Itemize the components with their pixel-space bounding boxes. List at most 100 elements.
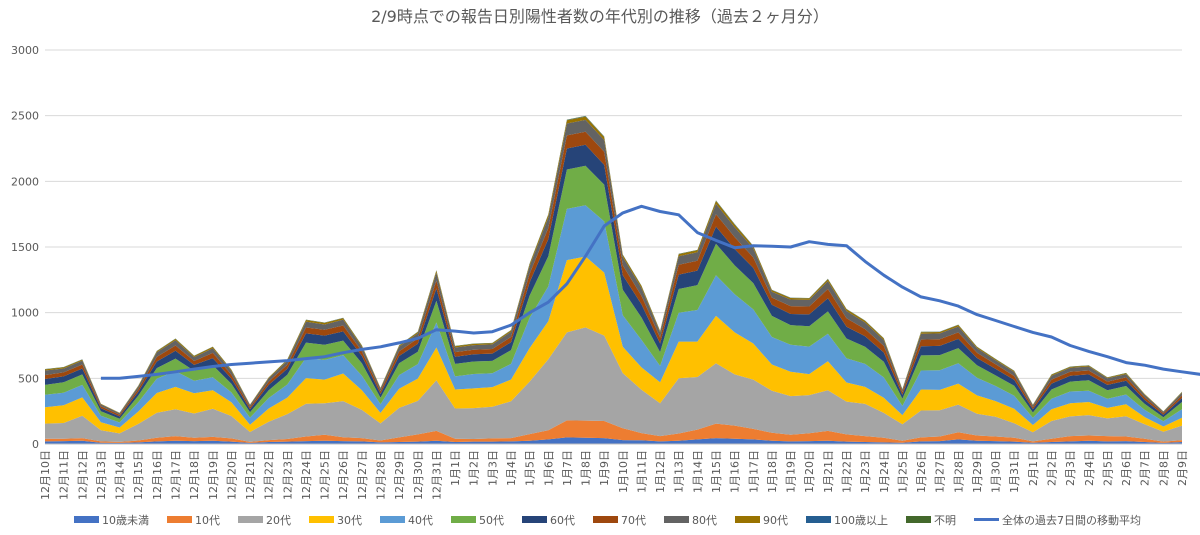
legend-label: 70代 — [621, 514, 646, 527]
x-tick-label: 12月27日 — [356, 450, 369, 500]
x-tick-label: 1月25日 — [896, 450, 909, 493]
x-tick-label: 2月6日 — [1120, 450, 1133, 486]
legend-swatch — [74, 516, 99, 523]
legend-item: 60代 — [522, 514, 575, 527]
x-tick-label: 12月16日 — [151, 450, 164, 500]
x-tick-label: 1月30日 — [990, 450, 1003, 493]
x-tick-label: 12月11日 — [58, 450, 71, 500]
x-tick-label: 1月9日 — [598, 450, 611, 486]
x-tick-label: 2月2日 — [1046, 450, 1059, 486]
x-tick-label: 12月31日 — [430, 450, 443, 500]
area-series-4 — [45, 256, 1182, 434]
y-tick-label: 3000 — [11, 44, 39, 57]
x-tick-label: 12月25日 — [319, 450, 332, 500]
legend-label: 10歳未満 — [102, 514, 149, 527]
x-tick-label: 12月17日 — [169, 450, 182, 500]
x-tick-label: 12月28日 — [375, 450, 388, 500]
x-tick-label: 12月15日 — [132, 450, 145, 500]
legend: 10歳未満 10代 20代 30代 40代 50代 60代 70代 80代 90代 100歳以上 不明… — [74, 513, 1141, 527]
legend-item: 80代 — [664, 514, 717, 527]
legend-item: 10歳未満 — [74, 514, 149, 527]
legend-item: 90代 — [735, 514, 788, 527]
legend-swatch — [380, 516, 405, 523]
x-tick-label: 1月14日 — [691, 450, 704, 493]
legend-swatch — [735, 516, 760, 523]
x-tick-label: 1月7日 — [561, 450, 574, 486]
legend-label: 40代 — [408, 514, 433, 527]
legend-swatch — [593, 516, 618, 523]
x-tick-label: 2月7日 — [1139, 450, 1152, 486]
legend-item: 不明 — [906, 514, 956, 527]
x-tick-label: 12月12日 — [76, 450, 89, 500]
stacked-area-layer — [45, 115, 1182, 444]
x-tick-label: 1月21日 — [822, 450, 835, 493]
x-tick-label: 1月16日 — [729, 450, 742, 493]
x-axis: 12月10日 12月11日 12月12日 12月13日 12月14日 12月15日 12月1… — [39, 443, 1189, 500]
moving-average-line — [100, 204, 1200, 380]
legend-label: 90代 — [763, 514, 788, 527]
x-tick-label: 1月19日 — [785, 450, 798, 493]
x-tick-label: 1月28日 — [952, 450, 965, 493]
x-tick-label: 2月1日 — [1027, 450, 1040, 486]
legend-label: 20代 — [266, 514, 291, 527]
y-tick-label: 0 — [32, 438, 39, 451]
legend-label: 10代 — [195, 514, 220, 527]
area-series-2 — [45, 420, 1182, 443]
legend-swatch — [451, 516, 476, 523]
x-tick-label: 2月3日 — [1064, 450, 1077, 486]
x-tick-label: 1月20日 — [803, 450, 816, 493]
x-tick-label: 12月22日 — [263, 450, 276, 500]
moving-average-layer — [100, 204, 1200, 380]
x-tick-label: 1月27日 — [934, 450, 947, 493]
legend-swatch — [238, 516, 263, 523]
x-tick-label: 12月20日 — [225, 450, 238, 500]
legend-swatch — [906, 516, 931, 523]
x-tick-label: 12月21日 — [244, 450, 257, 500]
x-tick-label: 2月5日 — [1101, 450, 1114, 486]
legend-item: 70代 — [593, 514, 646, 527]
y-axis: 0 500 1000 1500 2000 2500 3000 — [11, 44, 39, 451]
x-tick-label: 1月22日 — [840, 450, 853, 493]
y-tick-label: 1000 — [11, 307, 39, 320]
area-series-6 — [45, 165, 1182, 423]
x-tick-label: 1月6日 — [542, 450, 555, 486]
legend-item: 全体の過去7日間の移動平均 — [974, 513, 1141, 527]
legend-item: 30代 — [309, 514, 362, 527]
legend-label: 不明 — [934, 514, 956, 527]
x-tick-label: 12月13日 — [95, 450, 108, 500]
x-tick-label: 2月8日 — [1157, 450, 1170, 486]
legend-swatch — [309, 516, 334, 523]
x-tick-label: 12月10日 — [39, 450, 52, 500]
legend-item: 10代 — [167, 514, 220, 527]
legend-label: 100歳以上 — [834, 514, 888, 527]
x-tick-label: 1月4日 — [505, 450, 518, 486]
x-tick-label: 1月18日 — [766, 450, 779, 493]
x-tick-label: 12月14日 — [114, 450, 127, 500]
y-tick-label: 2000 — [11, 175, 39, 188]
legend-swatch — [664, 516, 689, 523]
legend-label: 全体の過去7日間の移動平均 — [1002, 513, 1141, 527]
x-tick-label: 1月3日 — [486, 450, 499, 486]
x-tick-label: 12月24日 — [300, 450, 313, 500]
x-tick-label: 2月9日 — [1176, 450, 1189, 486]
legend-label: 50代 — [479, 514, 504, 527]
legend-item: 100歳以上 — [806, 514, 888, 527]
legend-swatch — [167, 516, 192, 523]
x-tick-label: 1月31日 — [1008, 450, 1021, 493]
legend-label: 80代 — [692, 514, 717, 527]
x-tick-label: 12月26日 — [337, 450, 350, 500]
area-series-1 — [45, 437, 1182, 444]
area-series-3 — [45, 327, 1182, 442]
x-tick-label: 1月23日 — [859, 450, 872, 493]
x-tick-label: 12月30日 — [412, 450, 425, 500]
x-tick-label: 1月29日 — [971, 450, 984, 493]
chart-title: 2/9時点での報告日別陽性者数の年代別の推移（過去２ヶ月分） — [371, 7, 829, 26]
x-tick-label: 12月18日 — [188, 450, 201, 500]
y-tick-label: 2500 — [11, 110, 39, 123]
x-tick-label: 1月12日 — [654, 450, 667, 493]
x-tick-label: 12月19日 — [207, 450, 220, 500]
x-tick-label: 2月4日 — [1083, 450, 1096, 486]
legend-label: 30代 — [337, 514, 362, 527]
legend-swatch — [522, 516, 547, 523]
